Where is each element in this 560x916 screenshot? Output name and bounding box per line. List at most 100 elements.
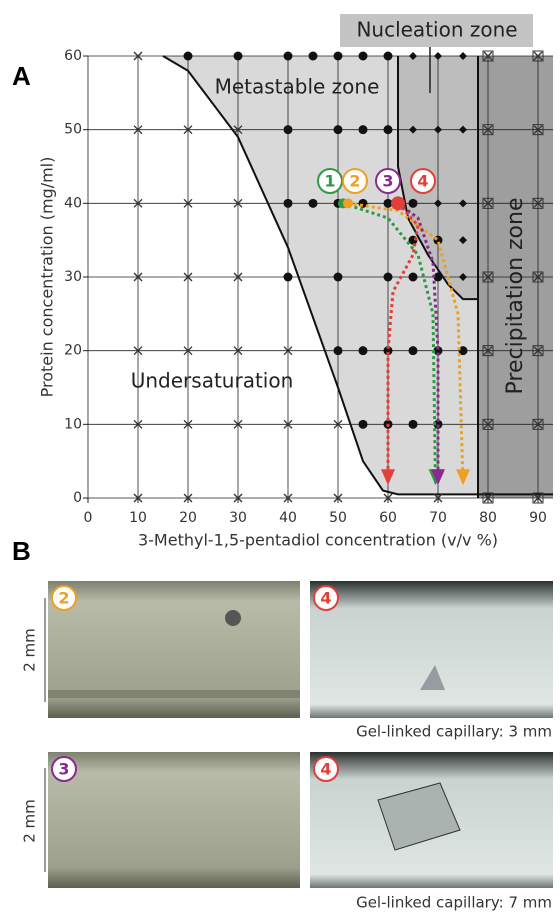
data-point: [383, 493, 393, 503]
cross: [383, 493, 393, 503]
trajectory: [342, 201, 437, 484]
data-point: [408, 272, 418, 282]
data-point: [433, 346, 443, 356]
box: [532, 492, 544, 504]
cross: [533, 125, 543, 135]
box: [532, 124, 544, 136]
cross: [133, 493, 143, 503]
data-point: [333, 493, 343, 503]
y-tick-label: 50: [64, 122, 82, 138]
data-point: [434, 52, 442, 60]
trajectory-label: 2: [349, 172, 360, 191]
data-point: [233, 493, 243, 503]
zone-label: Undersaturation: [131, 369, 294, 393]
cross: [233, 125, 243, 135]
box: [532, 418, 544, 430]
data-point: [459, 236, 467, 245]
data-point: [333, 419, 343, 429]
y-tick-label: 10: [64, 416, 82, 432]
box: [532, 197, 544, 209]
cross: [283, 419, 293, 429]
cross: [133, 198, 143, 208]
data-point: [459, 52, 467, 60]
data-point: [409, 52, 417, 60]
cross: [233, 419, 243, 429]
cross: [183, 346, 193, 356]
crystal: [377, 782, 461, 851]
label-circle: [313, 585, 339, 611]
x-tick-label: 10: [129, 510, 147, 526]
data-point: [532, 271, 544, 283]
data-point: [183, 198, 193, 208]
data-point: [283, 198, 293, 208]
data-point: [433, 272, 443, 282]
boundary: [397, 56, 478, 301]
cross: [283, 493, 293, 503]
data-point: [482, 492, 494, 504]
trajectory-label: 3: [382, 172, 393, 191]
data-point: [482, 124, 494, 136]
cross: [533, 493, 543, 503]
cross: [133, 125, 143, 135]
data-point: [283, 272, 293, 282]
data-point: [358, 346, 368, 356]
cross: [483, 272, 493, 282]
data-point: [183, 272, 193, 282]
box: [532, 345, 544, 357]
data-point: [482, 50, 494, 62]
boundary: [162, 55, 553, 496]
data-point: [283, 125, 293, 135]
box: [482, 197, 494, 209]
panel-label: B: [12, 536, 31, 566]
cross: [533, 51, 543, 61]
data-point: [433, 493, 443, 503]
x-tick-label: 0: [84, 510, 93, 526]
nucleation-label-bg: [340, 14, 533, 47]
data-point: [233, 272, 243, 282]
x-tick-label: 50: [329, 510, 347, 526]
caption: Gel-linked capillary: 7 mm: [356, 894, 552, 912]
cross: [483, 419, 493, 429]
data-point: [233, 51, 243, 61]
data-point: [233, 125, 243, 135]
start-point: [391, 196, 405, 211]
bubble: [225, 610, 241, 626]
cross: [483, 198, 493, 208]
data-point: [283, 493, 293, 503]
photo-label: 2: [58, 589, 69, 608]
arrow-head: [381, 469, 395, 486]
data-point: [183, 51, 193, 61]
zone-label: Metastable zone: [215, 75, 380, 99]
cross: [533, 198, 543, 208]
x-axis-label: 3-Methyl-1,5-pentadiol concentration (v/…: [138, 531, 498, 550]
cross: [133, 272, 143, 282]
x-tick-label: 90: [529, 510, 547, 526]
trajectory: [397, 202, 440, 484]
data-point: [532, 492, 544, 504]
photo: [48, 752, 300, 888]
box: [482, 124, 494, 136]
data-point: [532, 50, 544, 62]
cross: [533, 346, 543, 356]
cross: [133, 419, 143, 429]
label-circle: [313, 756, 339, 782]
cross: [333, 493, 343, 503]
data-point: [408, 419, 418, 429]
data-point: [133, 346, 143, 356]
data-point: [233, 419, 243, 429]
label-circle: [375, 168, 401, 194]
cross: [183, 419, 193, 429]
data-point: [183, 419, 193, 429]
data-point: [383, 346, 393, 356]
data-point: [133, 493, 143, 503]
cross: [283, 346, 293, 356]
label-circle: [51, 756, 77, 782]
data-point: [358, 419, 368, 429]
trajectory-label: 4: [417, 172, 428, 191]
zone-label: Precipitation zone: [503, 198, 528, 395]
data-point: [433, 419, 443, 429]
data-point: [383, 51, 393, 61]
data-point: [183, 346, 193, 356]
cross: [483, 51, 493, 61]
